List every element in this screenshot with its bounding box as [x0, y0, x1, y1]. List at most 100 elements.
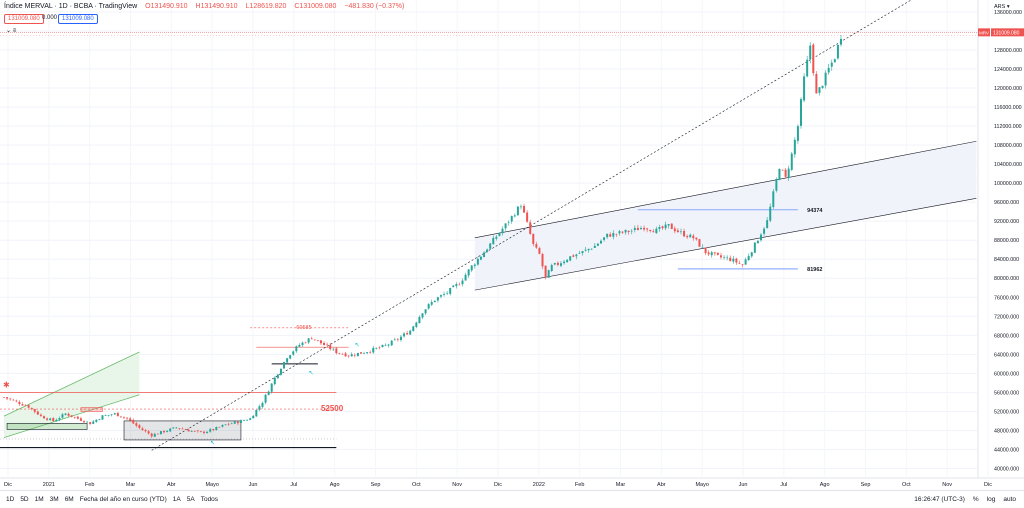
candle-body[interactable] [224, 424, 227, 426]
candle-body[interactable] [726, 257, 729, 259]
candle-body[interactable] [643, 227, 646, 230]
candle-body[interactable] [147, 431, 150, 434]
candle-body[interactable] [9, 398, 12, 400]
candle-body[interactable] [799, 99, 802, 126]
candle-body[interactable] [21, 404, 24, 406]
candle-body[interactable] [375, 347, 378, 349]
candle-body[interactable] [667, 224, 670, 226]
candle-body[interactable] [452, 285, 455, 288]
candle-body[interactable] [221, 425, 224, 427]
candle-body[interactable] [633, 227, 636, 230]
candle-body[interactable] [443, 293, 446, 295]
candle-body[interactable] [784, 169, 787, 177]
candle-body[interactable] [556, 262, 559, 265]
candle-body[interactable] [833, 59, 836, 63]
candle-body[interactable] [458, 284, 461, 286]
candle-body[interactable] [184, 429, 187, 431]
candle-body[interactable] [563, 261, 566, 264]
candle-body[interactable] [123, 417, 126, 418]
candle-body[interactable] [323, 342, 326, 346]
candle-body[interactable] [73, 416, 76, 418]
candle-body[interactable] [593, 245, 596, 249]
candle-body[interactable] [270, 383, 273, 392]
candle-body[interactable] [104, 415, 107, 416]
candle-body[interactable] [630, 230, 633, 232]
candle-body[interactable] [24, 405, 27, 406]
candle-body[interactable] [249, 418, 252, 420]
candle-body[interactable] [781, 169, 784, 171]
candle-body[interactable] [741, 264, 744, 266]
candle-body[interactable] [252, 415, 255, 419]
candle-body[interactable] [544, 265, 547, 278]
candle-body[interactable] [455, 284, 458, 287]
candle-body[interactable] [750, 252, 753, 257]
candle-body[interactable] [830, 62, 833, 67]
candle-body[interactable] [809, 45, 812, 60]
candle-body[interactable] [489, 243, 492, 249]
candle-body[interactable] [495, 236, 498, 239]
candle-body[interactable] [430, 302, 433, 305]
candle-body[interactable] [55, 419, 58, 422]
candle-body[interactable] [273, 377, 276, 385]
candle-body[interactable] [261, 402, 264, 407]
candle-body[interactable] [230, 423, 233, 425]
candle-body[interactable] [806, 59, 809, 77]
candle-body[interactable] [704, 247, 707, 254]
candle-body[interactable] [215, 427, 218, 430]
candle-body[interactable] [812, 44, 815, 74]
candle-body[interactable] [58, 418, 61, 420]
candle-body[interactable] [107, 415, 110, 416]
candle-body[interactable] [316, 340, 319, 341]
candle-body[interactable] [624, 229, 627, 233]
candle-body[interactable] [526, 212, 529, 222]
candle-body[interactable] [575, 254, 578, 257]
candle-body[interactable] [126, 417, 129, 419]
candle-body[interactable] [541, 254, 544, 267]
candle-body[interactable] [418, 316, 421, 324]
candle-body[interactable] [621, 231, 624, 233]
candle-body[interactable] [787, 168, 790, 178]
candle-body[interactable] [310, 338, 313, 340]
candle-body[interactable] [664, 224, 667, 229]
candle-body[interactable] [516, 206, 519, 216]
candle-body[interactable] [378, 347, 381, 349]
candle-body[interactable] [83, 421, 86, 423]
candle-body[interactable] [196, 430, 199, 432]
candle-body[interactable] [178, 428, 181, 429]
candle-body[interactable] [421, 313, 424, 318]
candle-body[interactable] [239, 420, 242, 424]
candle-body[interactable] [507, 222, 510, 223]
candle-body[interactable] [18, 401, 21, 405]
candle-body[interactable] [144, 430, 147, 432]
candle-body[interactable] [350, 354, 353, 357]
candle-body[interactable] [824, 72, 827, 86]
candle-body[interactable] [772, 191, 775, 208]
candle-body[interactable] [30, 407, 33, 409]
candle-body[interactable] [267, 391, 270, 396]
candle-body[interactable] [793, 139, 796, 155]
candle-body[interactable] [529, 222, 532, 234]
candle-body[interactable] [279, 368, 282, 375]
clock-time[interactable]: 16:26:47 (UTC-3) [914, 496, 965, 503]
candle-body[interactable] [766, 220, 769, 228]
candle-body[interactable] [86, 421, 89, 423]
candle-body[interactable] [747, 256, 750, 261]
candle-body[interactable] [187, 429, 190, 432]
candle-body[interactable] [584, 249, 587, 251]
candle-body[interactable] [581, 251, 584, 254]
chart-canvas[interactable]: 40000.000 44000.000 48000.000 52000.000 5600… [0, 0, 1024, 490]
candle-body[interactable] [79, 418, 82, 421]
candle-body[interactable] [313, 339, 316, 341]
candle-body[interactable] [683, 230, 686, 237]
candle-body[interactable] [692, 235, 695, 239]
candle-body[interactable] [618, 231, 621, 234]
candle-body[interactable] [255, 409, 258, 417]
candle-body[interactable] [289, 355, 292, 359]
candle-body[interactable] [446, 292, 449, 294]
candle-body[interactable] [553, 263, 556, 265]
candle-body[interactable] [815, 73, 818, 94]
candle-body[interactable] [716, 252, 719, 255]
candle-body[interactable] [535, 244, 538, 248]
candle-body[interactable] [399, 336, 402, 341]
candle-body[interactable] [436, 297, 439, 301]
